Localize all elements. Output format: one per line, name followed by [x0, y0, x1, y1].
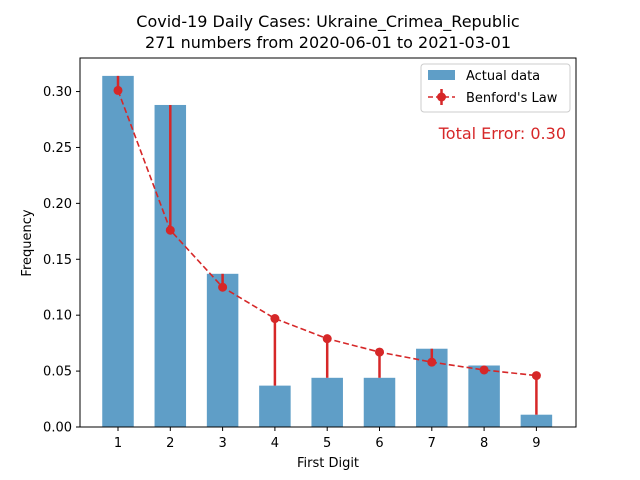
- x-axis-label: First Digit: [297, 456, 359, 471]
- bar-digit-4: [259, 385, 291, 427]
- x-tick-label: 5: [323, 436, 331, 451]
- x-tick-label: 6: [375, 436, 383, 451]
- legend-swatch-benford-marker: [437, 92, 446, 102]
- benford-point-digit-8: [479, 365, 489, 375]
- y-tick-label: 0.15: [43, 253, 72, 268]
- axes-frame: [79, 57, 577, 428]
- y-tick-label: 0.20: [43, 197, 72, 212]
- benford-point-digit-1: [113, 85, 123, 95]
- bar-digit-5: [311, 377, 343, 427]
- x-tick-label: 3: [218, 436, 226, 451]
- y-tick-label: 0.25: [43, 141, 72, 156]
- y-tick-label: 0.00: [43, 421, 72, 436]
- legend-swatch-actual: [428, 70, 455, 80]
- y-axis-label: Frequency: [20, 209, 35, 276]
- bar-digit-6: [363, 377, 396, 427]
- benford-point-digit-4: [270, 314, 280, 324]
- benford-point-digit-9: [531, 371, 541, 381]
- x-tick-label: 2: [166, 436, 174, 451]
- y-tick-label: 0.05: [43, 365, 72, 380]
- x-tick-label: 8: [480, 436, 488, 451]
- x-tick-label: 7: [428, 436, 436, 451]
- y-tick-label: 0.10: [43, 309, 72, 324]
- benford-point-digit-7: [427, 357, 437, 367]
- bar-digit-3: [206, 273, 239, 427]
- legend-box: [420, 63, 571, 113]
- benford-point-digit-3: [218, 282, 228, 292]
- benford-point-digit-5: [322, 334, 332, 344]
- x-tick-label: 9: [532, 436, 540, 451]
- benford-point-digit-2: [165, 225, 175, 235]
- bar-digit-9: [520, 414, 553, 427]
- benford-point-digit-6: [375, 347, 384, 357]
- chart-subtitle: 271 numbers from 2020-06-01 to 2021-03-0…: [144, 33, 511, 52]
- legend-label-benford: Benford's Law: [466, 91, 558, 106]
- legend-label-actual: Actual data: [466, 69, 540, 84]
- bar-digit-8: [468, 365, 500, 427]
- x-tick-label: 1: [114, 436, 122, 451]
- total-error-annotation: Total Error: 0.30: [438, 124, 566, 143]
- bar-digit-1: [102, 75, 134, 428]
- x-tick-label: 4: [271, 436, 279, 451]
- y-tick-label: 0.30: [43, 85, 72, 100]
- chart-title: Covid-19 Daily Cases: Ukraine_Crimea_Rep…: [136, 12, 520, 31]
